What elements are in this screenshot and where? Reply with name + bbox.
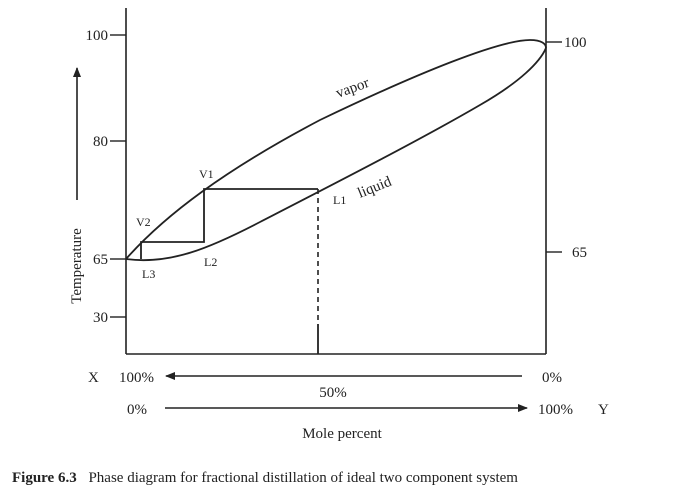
caption-number: Figure 6.3 <box>12 470 77 486</box>
left-tick-label-65: 65 <box>93 252 108 268</box>
right-tick-label-100: 100 <box>564 35 587 51</box>
y-scale-name: Y <box>598 402 609 418</box>
point-label-v1: V1 <box>199 167 214 181</box>
x-scale-end: 0% <box>542 370 562 386</box>
left-tick-label-30: 30 <box>93 310 108 326</box>
liquid-label: liquid <box>356 174 395 202</box>
x-scale-start: 100% <box>119 370 154 386</box>
mid-label: 50% <box>319 385 347 401</box>
distillation-steps <box>140 188 318 259</box>
y-scale-end: 100% <box>538 402 573 418</box>
caption-text: Phase diagram for fractional distillatio… <box>88 470 518 486</box>
point-label-l2: L2 <box>204 255 217 269</box>
figure-caption: Figure 6.3 Phase diagram for fractional … <box>12 470 518 486</box>
point-label-l1: L1 <box>333 193 346 207</box>
x-scale-name: X <box>88 370 99 386</box>
left-tick-label-100: 100 <box>86 28 109 44</box>
x-axis-label: Mole percent <box>302 426 382 442</box>
right-tick-label-65: 65 <box>572 245 587 261</box>
left-tick-label-80: 80 <box>93 134 108 150</box>
point-label-v2: V2 <box>136 215 151 229</box>
liquid-curve <box>125 47 547 262</box>
vapor-curve <box>125 39 547 260</box>
y-scale-start: 0% <box>127 402 147 418</box>
point-label-l3: L3 <box>142 267 155 281</box>
temperature-label: Temperature <box>69 228 85 304</box>
